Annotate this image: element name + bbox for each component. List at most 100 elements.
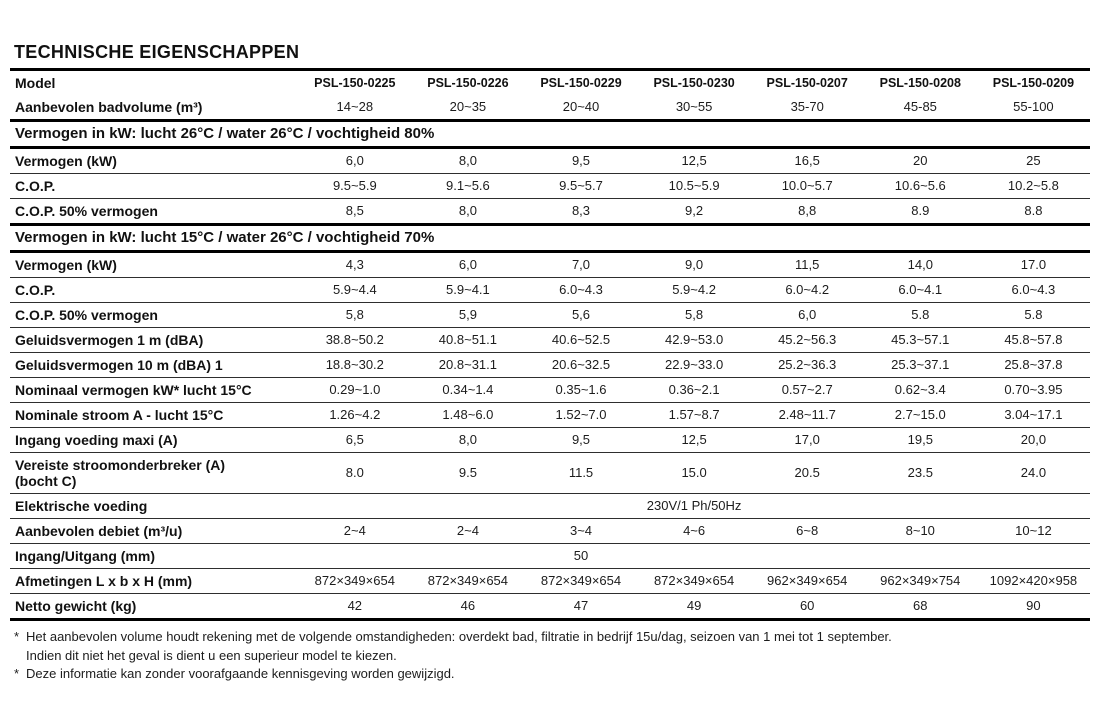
cell-value: 15.0 (637, 452, 751, 494)
cell-value: 0.29~1.0 (298, 377, 412, 403)
cell-value: 4,3 (298, 251, 412, 278)
cell-value (298, 493, 412, 519)
table-row: Aanbevolen badvolume (m³) 14~28 20~35 20~40… (10, 95, 1090, 121)
cell-value (750, 493, 864, 519)
column-header: PSL-150-0209 (992, 76, 1075, 90)
row-label: C.O.P. (10, 277, 299, 303)
cell-value: 0.57~2.7 (750, 377, 864, 403)
header-row: Model PSL-150-0225 PSL-150-0226 PSL-150-022… (10, 70, 1090, 96)
cell-value: 1.57~8.7 (637, 402, 751, 428)
spec-table-body: Model PSL-150-0225 PSL-150-0226 PSL-150-022… (10, 70, 1090, 620)
cell-value: 20.8~31.1 (411, 352, 525, 378)
cell-value: 35-70 (790, 99, 824, 114)
cell-value: 22.9~33.0 (637, 352, 751, 378)
cell-value: 60 (750, 593, 864, 620)
column-header: PSL-150-0207 (766, 76, 848, 90)
table-row: Nominale stroom A - lucht 15°C 1.26~4.2 1.… (10, 402, 1090, 428)
cell-value: 0.70~3.95 (976, 377, 1090, 403)
cell-value: 6,5 (298, 427, 412, 453)
column-header: PSL-150-0225 (314, 76, 396, 90)
cell-value: 20.6~32.5 (524, 352, 638, 378)
cell-value: 2.48~11.7 (750, 402, 864, 428)
cell-value: 40.6~52.5 (524, 327, 638, 353)
cell-value: 2~4 (298, 518, 412, 544)
cell-value: 68 (863, 593, 977, 620)
footnote: Indien dit niet het geval is dient u een… (14, 647, 1090, 665)
cell-value: 9,5 (524, 147, 638, 174)
cell-value: 8.0 (298, 452, 412, 494)
row-label: Aanbevolen debiet (m³/u) (10, 518, 299, 544)
section-title: Vermogen in kW: lucht 15°C / water 26°C … (10, 223, 1090, 253)
spec-sheet: TECHNISCHE EIGENSCHAPPEN Model PSL-150-02… (10, 42, 1090, 683)
cell-value: 38.8~50.2 (298, 327, 412, 353)
cell-value (411, 493, 525, 519)
cell-value: 12,5 (637, 147, 751, 174)
table-row: Vermogen (kW) 6,0 8,0 9,5 12,5 16,5 20 25 (10, 147, 1090, 174)
cell-value: 42.9~53.0 (637, 327, 751, 353)
cell-value: 5,8 (637, 302, 751, 328)
table-row: Aanbevolen debiet (m³/u) 2~4 2~4 3~4 4~6 6~8 8… (10, 518, 1090, 544)
row-label: Ingang/Uitgang (mm) (10, 543, 299, 569)
cell-value: 3~4 (524, 518, 638, 544)
cell-value: 30~55 (675, 99, 713, 114)
row-label: Nominale stroom A - lucht 15°C (10, 402, 299, 428)
cell-value: 45.8~57.8 (976, 327, 1090, 353)
cell-value: 8,3 (524, 198, 638, 225)
cell-value: 8.8 (976, 198, 1090, 225)
cell-value (411, 543, 525, 569)
row-label: Model (15, 75, 56, 91)
column-header: PSL-150-0229 (540, 76, 622, 90)
cell-value: 12,5 (637, 427, 751, 453)
cell-value: 0.36~2.1 (637, 377, 751, 403)
cell-value: 50 (524, 543, 638, 569)
cell-value: 5.8 (863, 302, 977, 328)
table-row: Vermogen (kW) 4,3 6,0 7,0 9,0 11,5 14,0 17.0 (10, 251, 1090, 278)
cell-value: 0.35~1.6 (524, 377, 638, 403)
cell-value (976, 543, 1090, 569)
cell-value: 25.8~37.8 (976, 352, 1090, 378)
cell-value (637, 543, 751, 569)
cell-value: 14,0 (863, 251, 977, 278)
row-label: Elektrische voeding (10, 493, 299, 519)
cell-value: 6,0 (750, 302, 864, 328)
cell-value: 17.0 (976, 251, 1090, 278)
cell-value: 9.5 (411, 452, 525, 494)
cell-value: 5,6 (524, 302, 638, 328)
cell-value: 5,9 (411, 302, 525, 328)
cell-value (863, 543, 977, 569)
footnotes: * Het aanbevolen volume houdt rekening me… (14, 628, 1090, 683)
cell-value: 9.5~5.7 (524, 173, 638, 199)
cell-value: 10.6~5.6 (863, 173, 977, 199)
row-label: Afmetingen L x b x H (mm) (10, 568, 299, 594)
cell-value: 9.5~5.9 (298, 173, 412, 199)
cell-value: 8~10 (863, 518, 977, 544)
cell-value: 25.3~37.1 (863, 352, 977, 378)
cell-value: 6~8 (750, 518, 864, 544)
cell-value: 10.0~5.7 (750, 173, 864, 199)
cell-value: 55-100 (1013, 99, 1054, 114)
table-row: C.O.P. 50% vermogen 5,8 5,9 5,6 5,8 6,0 5.8 5.8 (10, 302, 1090, 328)
cell-value (524, 493, 638, 519)
page-title: TECHNISCHE EIGENSCHAPPEN (14, 42, 300, 62)
cell-value: 872×349×654 (524, 568, 638, 594)
cell-value: 45.3~57.1 (863, 327, 977, 353)
cell-value (976, 493, 1090, 519)
cell-value: 962×349×654 (750, 568, 864, 594)
cell-value: 6.0~4.3 (976, 277, 1090, 303)
footnote-marker (14, 647, 26, 665)
table-row: Netto gewicht (kg) 42 46 47 49 60 68 90 (10, 593, 1090, 620)
cell-value (750, 543, 864, 569)
cell-value: 10~12 (976, 518, 1090, 544)
cell-value: 3.04~17.1 (976, 402, 1090, 428)
cell-value: 6.0~4.2 (750, 277, 864, 303)
cell-value: 230V/1 Ph/50Hz (637, 493, 751, 519)
row-label: Nominaal vermogen kW* lucht 15°C (10, 377, 299, 403)
row-label: Vereiste stroomonderbreker (A) (bocht C) (10, 452, 299, 494)
cell-value: 90 (976, 593, 1090, 620)
table-row: Vereiste stroomonderbreker (A) (bocht C) 8… (10, 452, 1090, 494)
cell-value: 8,0 (411, 147, 525, 174)
cell-value: 1092×420×958 (976, 568, 1090, 594)
cell-value: 20,0 (976, 427, 1090, 453)
cell-value: 20 (863, 147, 977, 174)
cell-value (863, 493, 977, 519)
